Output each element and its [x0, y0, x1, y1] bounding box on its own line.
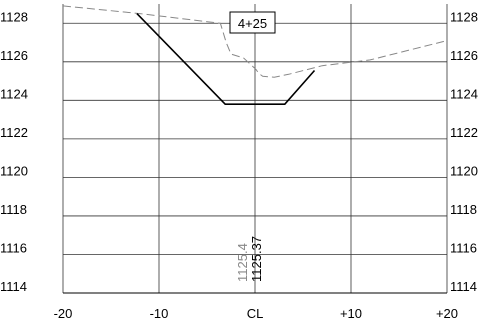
y-tick-label-right: 1122 [450, 125, 478, 140]
y-tick-label-right: 1124 [450, 86, 478, 101]
y-tick-label-left: 1124 [0, 86, 28, 101]
station-label: 4+25 [238, 16, 267, 31]
centerline-elevation-label: 1125.4 [235, 243, 250, 282]
y-tick-label-left: 1126 [0, 48, 28, 63]
y-tick-label-left: 1120 [0, 163, 28, 178]
y-tick-label-right: 1126 [450, 48, 478, 63]
centerline-elevation-label: 1125.37 [249, 236, 264, 282]
y-tick-label-right: 1116 [450, 240, 477, 255]
y-tick-label-right: 1114 [450, 279, 477, 294]
y-tick-label-left: 1118 [0, 202, 27, 217]
y-tick-label-left: 1122 [0, 125, 28, 140]
y-tick-label-right: 1128 [450, 9, 478, 24]
annotations: 4+25 1125.4 1125.37 [229, 11, 276, 282]
y-tick-label-left: 1128 [0, 9, 28, 24]
proposed-section-line [136, 13, 316, 105]
x-tick-label: +20 [436, 306, 458, 321]
x-tick-label: +10 [340, 306, 362, 321]
x-tick-label: CL [247, 306, 264, 321]
series-layer [62, 5, 448, 105]
x-tick-label: -20 [54, 306, 73, 321]
y-tick-label-right: 1118 [450, 202, 477, 217]
station-label-box [229, 11, 276, 34]
y-tick-label-left: 1114 [0, 279, 27, 294]
y-tick-label-right: 1120 [450, 163, 478, 178]
x-tick-label: -10 [150, 306, 169, 321]
tick-labels: 1114 1114 1116 1116 1118 1118 1120 1120 1122 1122… [0, 9, 478, 321]
existing-ground-line [62, 5, 448, 78]
y-tick-label-left: 1116 [0, 240, 27, 255]
